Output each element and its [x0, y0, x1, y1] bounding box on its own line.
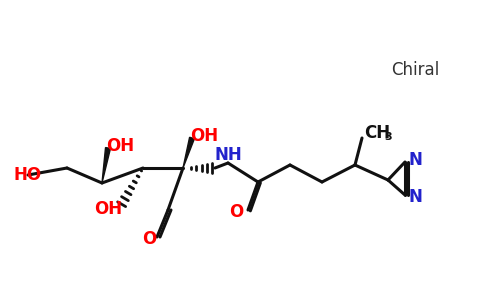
Text: N: N [408, 151, 422, 169]
Text: HO: HO [14, 166, 42, 184]
Polygon shape [102, 148, 110, 183]
Text: O: O [142, 230, 156, 248]
Text: OH: OH [94, 200, 122, 218]
Text: Chiral: Chiral [391, 61, 439, 79]
Text: O: O [229, 203, 243, 221]
Text: 3: 3 [384, 132, 392, 142]
Text: OH: OH [106, 137, 134, 155]
Text: NH: NH [214, 146, 242, 164]
Text: OH: OH [190, 127, 218, 145]
Polygon shape [183, 137, 195, 168]
Text: N: N [408, 188, 422, 206]
Text: CH: CH [364, 124, 390, 142]
